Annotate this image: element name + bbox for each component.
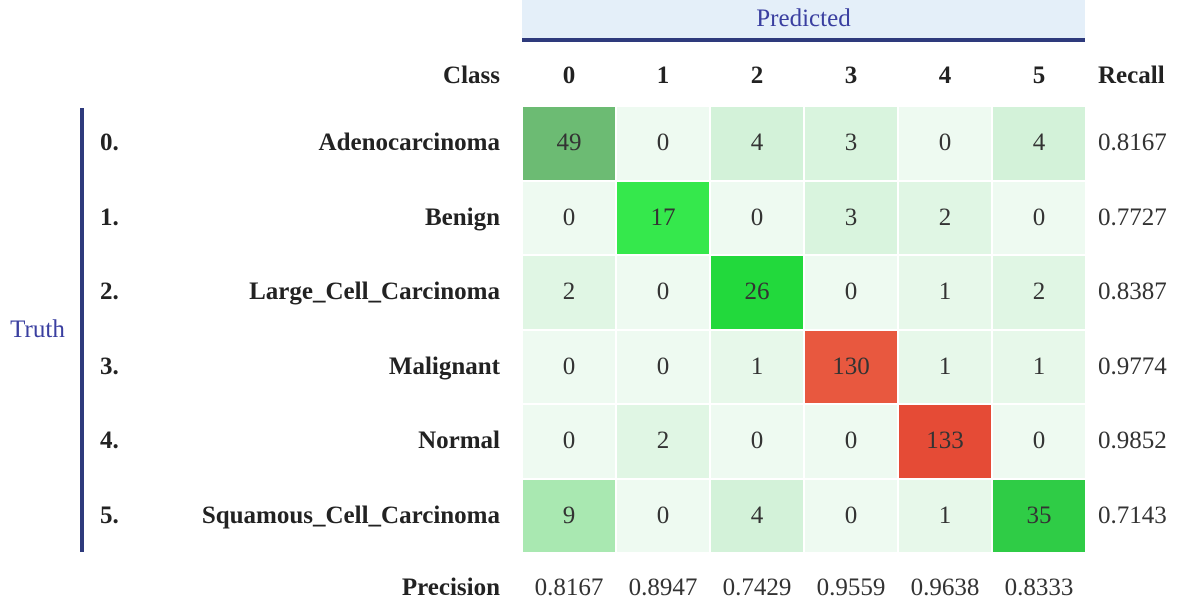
row-index: 0. bbox=[100, 129, 119, 157]
matrix-cell: 0 bbox=[805, 256, 897, 329]
matrix-cell: 0 bbox=[805, 405, 897, 478]
column-header: 2 bbox=[750, 62, 764, 89]
matrix-cell: 0 bbox=[711, 181, 803, 254]
row-name: Squamous_Cell_Carcinoma bbox=[201, 501, 500, 529]
recall-label: Recall bbox=[1098, 62, 1165, 89]
column-header: 1 bbox=[656, 62, 670, 89]
row-index: 1. bbox=[100, 203, 119, 231]
truth-bar bbox=[80, 108, 84, 552]
matrix-cell: 0 bbox=[617, 107, 709, 180]
row-index: 5. bbox=[100, 501, 119, 529]
matrix-cell: 0 bbox=[523, 405, 615, 478]
row-name: Malignant bbox=[388, 352, 500, 380]
precision-value: 0.8333 bbox=[1004, 574, 1074, 601]
matrix-cell: 0 bbox=[899, 107, 991, 180]
precision-value: 0.9559 bbox=[816, 574, 886, 601]
matrix-cell: 4 bbox=[711, 479, 803, 552]
row-name: Benign bbox=[424, 203, 500, 231]
precision-value: 0.7429 bbox=[722, 574, 792, 601]
matrix-cell: 0 bbox=[617, 479, 709, 552]
column-header: 3 bbox=[844, 62, 858, 89]
row-name: Adenocarcinoma bbox=[318, 129, 500, 157]
matrix-cell: 3 bbox=[805, 181, 897, 254]
precision-value: 0.9638 bbox=[910, 574, 980, 601]
matrix-cell: 1 bbox=[993, 330, 1085, 403]
recall-value: 0.9852 bbox=[1098, 427, 1167, 455]
matrix-cell: 1 bbox=[899, 479, 991, 552]
recall-value: 0.9774 bbox=[1098, 352, 1167, 380]
row-index: 4. bbox=[100, 427, 119, 455]
matrix-cell: 49 bbox=[523, 107, 615, 180]
matrix-cell: 0 bbox=[805, 479, 897, 552]
precision-value: 0.8947 bbox=[628, 574, 698, 601]
matrix-cell: 17 bbox=[617, 181, 709, 254]
matrix-cell: 1 bbox=[899, 256, 991, 329]
matrix-cell: 2 bbox=[617, 405, 709, 478]
matrix-cell: 4 bbox=[711, 107, 803, 180]
matrix-cell: 2 bbox=[523, 256, 615, 329]
matrix-cell: 2 bbox=[899, 181, 991, 254]
matrix-cell: 4 bbox=[993, 107, 1085, 180]
matrix-cell: 9 bbox=[523, 479, 615, 552]
matrix-cell: 0 bbox=[617, 256, 709, 329]
matrix-cell: 3 bbox=[805, 107, 897, 180]
precision-value: 0.8167 bbox=[534, 574, 604, 601]
recall-value: 0.7143 bbox=[1098, 501, 1167, 529]
row-index: 3. bbox=[100, 352, 119, 380]
matrix-cell: 0 bbox=[523, 181, 615, 254]
precision-label: Precision bbox=[401, 574, 500, 601]
matrix-cell: 0 bbox=[993, 405, 1085, 478]
column-header: 5 bbox=[1032, 62, 1046, 89]
predicted-header: Predicted bbox=[522, 0, 1085, 42]
class-label: Class bbox=[443, 62, 500, 89]
matrix-cell: 1 bbox=[899, 330, 991, 403]
matrix-cell: 0 bbox=[711, 405, 803, 478]
row-index: 2. bbox=[100, 278, 119, 306]
matrix-cell: 26 bbox=[711, 256, 803, 329]
recall-value: 0.7727 bbox=[1098, 203, 1167, 231]
matrix-cell: 2 bbox=[993, 256, 1085, 329]
matrix-cell: 0 bbox=[993, 181, 1085, 254]
truth-label: Truth bbox=[10, 316, 65, 343]
matrix-cell: 1 bbox=[711, 330, 803, 403]
matrix-cell: 0 bbox=[617, 330, 709, 403]
matrix-cell: 130 bbox=[805, 330, 897, 403]
column-header: 4 bbox=[938, 62, 952, 89]
matrix-cell: 133 bbox=[899, 405, 991, 478]
row-name: Large_Cell_Carcinoma bbox=[249, 278, 500, 306]
recall-value: 0.8167 bbox=[1098, 129, 1167, 157]
recall-value: 0.8387 bbox=[1098, 278, 1167, 306]
matrix-cell: 35 bbox=[993, 479, 1085, 552]
row-name: Normal bbox=[418, 427, 500, 455]
column-header: 0 bbox=[562, 62, 576, 89]
matrix-cell: 0 bbox=[523, 330, 615, 403]
